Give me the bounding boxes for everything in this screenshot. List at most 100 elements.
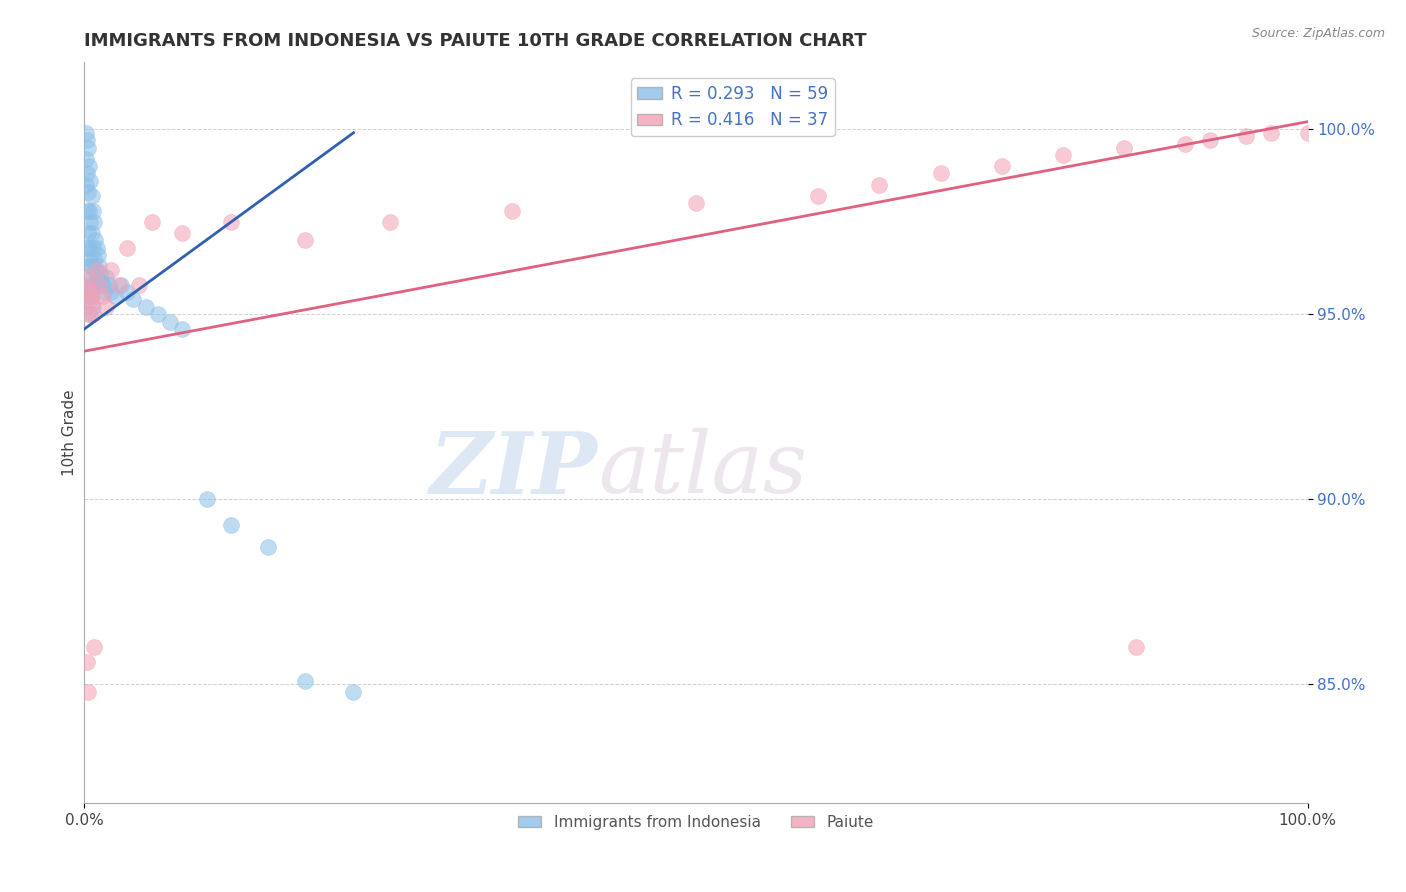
Point [86,270,108,285]
Point [77,277,100,292]
Point [257,541,280,555]
Point [991,159,1014,173]
Point [76,203,98,218]
Point [82,307,104,321]
Point [86,241,108,255]
Point [128,277,150,292]
Point [82,270,104,285]
Point [96,300,118,314]
Point [86,262,108,277]
Text: ZIP: ZIP [430,428,598,511]
Text: atlas: atlas [598,428,807,511]
Point [83,252,105,266]
Point [929,167,952,181]
Point [75,178,97,192]
Point [76,241,98,255]
Point [89,267,111,281]
Point [79,174,101,188]
Point [1260,126,1282,140]
Point [159,315,181,329]
Point [87,277,110,292]
Point [87,248,110,262]
Point [75,126,97,140]
Point [100,262,122,277]
Point [77,281,100,295]
Point [76,655,98,669]
Point [1174,136,1197,151]
Point [1052,148,1074,162]
Point [294,673,316,688]
Point [91,288,114,302]
Point [90,274,112,288]
Text: IMMIGRANTS FROM INDONESIA VS PAIUTE 10TH GRADE CORRELATION CHART: IMMIGRANTS FROM INDONESIA VS PAIUTE 10TH… [84,32,868,50]
Point [77,226,100,240]
Point [807,188,830,202]
Point [96,270,118,285]
Point [107,277,129,292]
Point [76,133,98,147]
Point [172,322,194,336]
Point [91,277,114,292]
Point [80,288,103,302]
Point [342,685,364,699]
Point [87,277,110,292]
Point [80,226,103,240]
Point [77,285,100,299]
Point [1198,133,1220,147]
Legend: Immigrants from Indonesia, Paiute: Immigrants from Indonesia, Paiute [512,809,880,836]
Point [79,293,101,307]
Point [219,214,242,228]
Point [76,270,98,285]
Point [122,293,145,307]
Point [87,259,110,273]
Point [1236,129,1258,144]
Point [77,185,100,199]
Point [84,233,107,247]
Point [100,285,122,299]
Point [115,241,138,255]
Point [83,640,105,655]
Point [135,300,157,314]
Point [77,307,100,321]
Point [80,259,103,273]
Point [1125,640,1147,655]
Point [104,288,127,302]
Point [77,241,100,255]
Point [79,214,101,228]
Point [77,288,100,302]
Point [146,307,169,321]
Point [1114,140,1136,154]
Point [83,277,105,292]
Point [97,277,120,292]
Point [115,285,138,299]
Point [80,296,103,310]
Point [77,259,100,273]
Y-axis label: 10th Grade: 10th Grade [62,389,77,476]
Point [380,214,402,228]
Point [110,277,132,292]
Point [93,285,115,299]
Point [79,281,101,295]
Point [82,300,104,314]
Point [869,178,891,192]
Point [79,307,101,321]
Point [82,203,104,218]
Point [172,226,194,240]
Point [294,233,316,247]
Point [685,196,707,211]
Point [141,214,163,228]
Point [79,252,101,266]
Point [195,492,218,507]
Point [77,159,100,173]
Point [80,188,103,202]
Point [1296,126,1319,140]
Point [83,214,105,228]
Point [82,241,104,255]
Point [77,203,100,218]
Point [76,167,98,181]
Point [219,518,242,533]
Point [75,152,97,166]
Point [77,140,100,154]
Point [84,262,107,277]
Text: Source: ZipAtlas.com: Source: ZipAtlas.com [1251,27,1385,40]
